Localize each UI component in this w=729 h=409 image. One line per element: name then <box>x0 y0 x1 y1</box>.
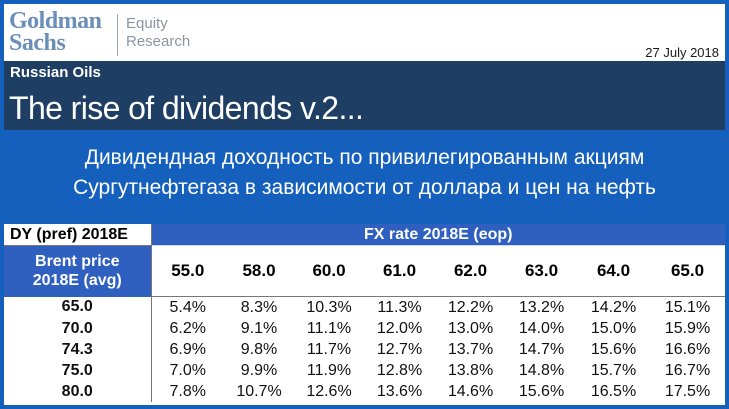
dividend-yield-cell: 8.3% <box>240 298 278 316</box>
dividend-yield-cell: 12.0% <box>376 319 423 337</box>
dividend-yield-cell: 12.8% <box>376 361 423 379</box>
dividend-yield-cell: 11.1% <box>306 319 352 337</box>
dividend-yield-cell: 13.6% <box>376 382 423 400</box>
sector-label: Russian Oils <box>10 64 101 81</box>
logo-line-1: Goldman <box>9 8 102 34</box>
dividend-yield-cell: 17.5% <box>664 382 711 400</box>
fx-columns-row: Brent price 2018E (avg) 55.0 58.0 60.0 61.0… <box>4 245 725 297</box>
goldman-sachs-logo: Goldman Sachs <box>9 8 102 56</box>
fx-column-header: 65.0 <box>650 245 725 297</box>
dividend-yield-cell: 14.0% <box>518 319 565 337</box>
fx-column-header: 61.0 <box>364 245 435 297</box>
brent-price-cell: 70.0 <box>4 318 152 339</box>
dividend-yield-cell: 14.2% <box>590 298 637 316</box>
dividend-yield-cell: 7.0% <box>169 361 206 379</box>
dividend-yield-cell: 7.8% <box>169 382 206 400</box>
dividend-yield-cell: 11.7% <box>306 340 352 358</box>
title-banner: Russian Oils The rise of dividends v.2..… <box>4 61 725 130</box>
dividend-yield-cell: 12.7% <box>376 340 423 358</box>
division-label: Equity Research <box>126 15 190 51</box>
dividend-yield-cell: 14.7% <box>518 340 565 358</box>
table-row: 80.0 7.8% 10.7% 12.6% 13.6% 14.6% 15.6% 16.5% 17… <box>4 381 725 402</box>
dividend-yield-cell: 11.9% <box>306 361 352 379</box>
dividend-yield-cell: 16.7% <box>664 361 711 379</box>
dividend-yield-cell: 9.8% <box>240 340 278 358</box>
fx-column-header: 63.0 <box>506 245 577 297</box>
dividend-yield-cell: 6.2% <box>169 319 206 337</box>
dividend-yield-cell: 15.0% <box>590 319 637 337</box>
dividend-yield-cell: 10.3% <box>306 298 352 316</box>
dividend-yield-cell: 10.7% <box>236 382 282 400</box>
fx-column-header: 58.0 <box>224 245 294 297</box>
division-line-1: Equity <box>126 15 168 32</box>
fx-column-header: 60.0 <box>294 245 364 297</box>
subtitle-line-1: Дивидендная доходность по привилегирован… <box>84 146 645 169</box>
dividend-yield-table-panel: DY (pref) 2018E FX rate 2018E (eop) Bren… <box>4 224 725 405</box>
brent-price-cell: 80.0 <box>4 381 152 402</box>
brent-price-cell: 75.0 <box>4 360 152 381</box>
corner-label: DY (pref) 2018E <box>4 224 152 246</box>
brent-header-line-1: Brent price <box>35 253 120 271</box>
report-title: The rise of dividends v.2... <box>9 90 364 126</box>
dividend-yield-cell: 14.6% <box>447 382 494 400</box>
brent-header-line-2: 2018E (avg) <box>32 272 122 290</box>
dividend-yield-cell: 9.1% <box>240 319 278 337</box>
fx-column-header: 55.0 <box>151 245 224 297</box>
brent-price-header: Brent price 2018E (avg) <box>4 245 152 297</box>
logo-line-2: Sachs <box>9 30 66 56</box>
dividend-yield-cell: 13.7% <box>447 340 494 358</box>
report-header: Goldman Sachs Equity Research 27 July 20… <box>4 4 725 61</box>
brent-price-cell: 65.0 <box>4 296 152 318</box>
table-row: 74.3 6.9% 9.8% 11.7% 12.7% 13.7% 14.7% 15.6% 16.… <box>4 339 725 360</box>
dividend-yield-cell: 11.3% <box>377 298 422 316</box>
table-header-row: DY (pref) 2018E FX rate 2018E (eop) <box>4 224 725 246</box>
fx-column-header: 62.0 <box>435 245 506 297</box>
dividend-yield-cell: 14.8% <box>518 361 565 379</box>
dividend-yield-cell: 15.7% <box>590 361 637 379</box>
dividend-yield-cell: 12.2% <box>447 298 494 316</box>
table-row: 65.0 5.4% 8.3% 10.3% 11.3% 12.2% 13.2% 14.2% 15.… <box>4 296 725 318</box>
dividend-yield-cell: 15.6% <box>518 382 565 400</box>
table-row: 75.0 7.0% 9.9% 11.9% 12.8% 13.8% 14.8% 15.7% 16.… <box>4 360 725 381</box>
dividend-yield-cell: 15.9% <box>664 319 711 337</box>
logo-divider <box>117 14 118 56</box>
fx-rate-title: FX rate 2018E (eop) <box>151 224 725 246</box>
dividend-yield-cell: 13.2% <box>518 298 565 316</box>
fx-column-header: 64.0 <box>577 245 650 297</box>
dividend-yield-cell: 6.9% <box>169 340 206 358</box>
dividend-yield-cell: 9.9% <box>240 361 278 379</box>
dividend-yield-cell: 5.4% <box>169 298 206 316</box>
dividend-yield-table: DY (pref) 2018E FX rate 2018E (eop) Bren… <box>4 224 725 402</box>
dividend-yield-cell: 15.1% <box>664 298 711 316</box>
dividend-yield-cell: 15.6% <box>590 340 637 358</box>
dividend-yield-cell: 12.6% <box>306 382 352 400</box>
brent-price-cell: 74.3 <box>4 339 152 360</box>
report-date: 27 July 2018 <box>645 45 719 60</box>
dividend-yield-cell: 13.8% <box>447 361 494 379</box>
slide-subtitle: Дивидендная доходность по привилегирован… <box>0 143 729 203</box>
division-line-2: Research <box>126 33 191 50</box>
dividend-yield-cell: 13.0% <box>447 319 494 337</box>
table-row: 70.0 6.2% 9.1% 11.1% 12.0% 13.0% 14.0% 15.0% 15.… <box>4 318 725 339</box>
dividend-yield-cell: 16.6% <box>664 340 711 358</box>
subtitle-line-2: Сургутнефтегаза в зависимости от доллара… <box>73 176 656 199</box>
dividend-yield-cell: 16.5% <box>590 382 637 400</box>
